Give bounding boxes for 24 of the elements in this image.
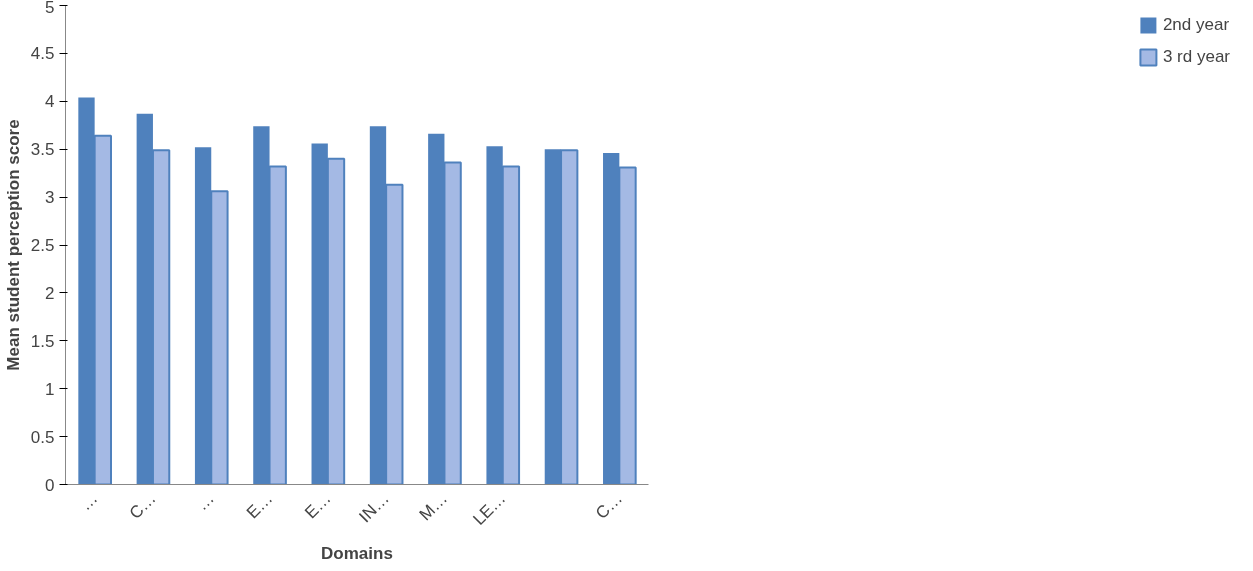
- y-tick-label: 4.5: [30, 44, 55, 64]
- legend-label: 3 rd year: [1162, 47, 1230, 67]
- y-axis-title: Mean student perception score: [3, 119, 23, 371]
- x-tick-label: IN…: [355, 488, 393, 527]
- y-tick-label: 4: [45, 92, 55, 112]
- x-tick-label: …: [192, 488, 218, 515]
- legend-label: 2nd year: [1162, 15, 1230, 35]
- x-tick-label: LE…: [469, 488, 510, 529]
- x-tick-label: E…: [301, 488, 335, 523]
- y-tick-label: 2: [45, 283, 55, 303]
- y-tick-label: 0: [45, 475, 55, 495]
- y-tick-label: 1: [45, 379, 55, 399]
- x-tick-label: C…: [591, 488, 627, 523]
- x-tick-label: C…: [125, 488, 160, 523]
- x-tick-label: …: [75, 488, 102, 515]
- y-tick-label: 3.5: [30, 140, 55, 160]
- y-tick-label: 5: [45, 0, 55, 17]
- x-tick-label: E…: [242, 488, 277, 523]
- x-axis-title: Domains: [321, 543, 393, 563]
- y-tick-label: 1.5: [30, 331, 55, 351]
- x-tick-label: M…: [415, 488, 452, 525]
- y-tick-label: 2.5: [30, 236, 55, 255]
- y-tick-label: 0.5: [30, 427, 55, 447]
- y-tick-label: 3: [45, 188, 55, 208]
